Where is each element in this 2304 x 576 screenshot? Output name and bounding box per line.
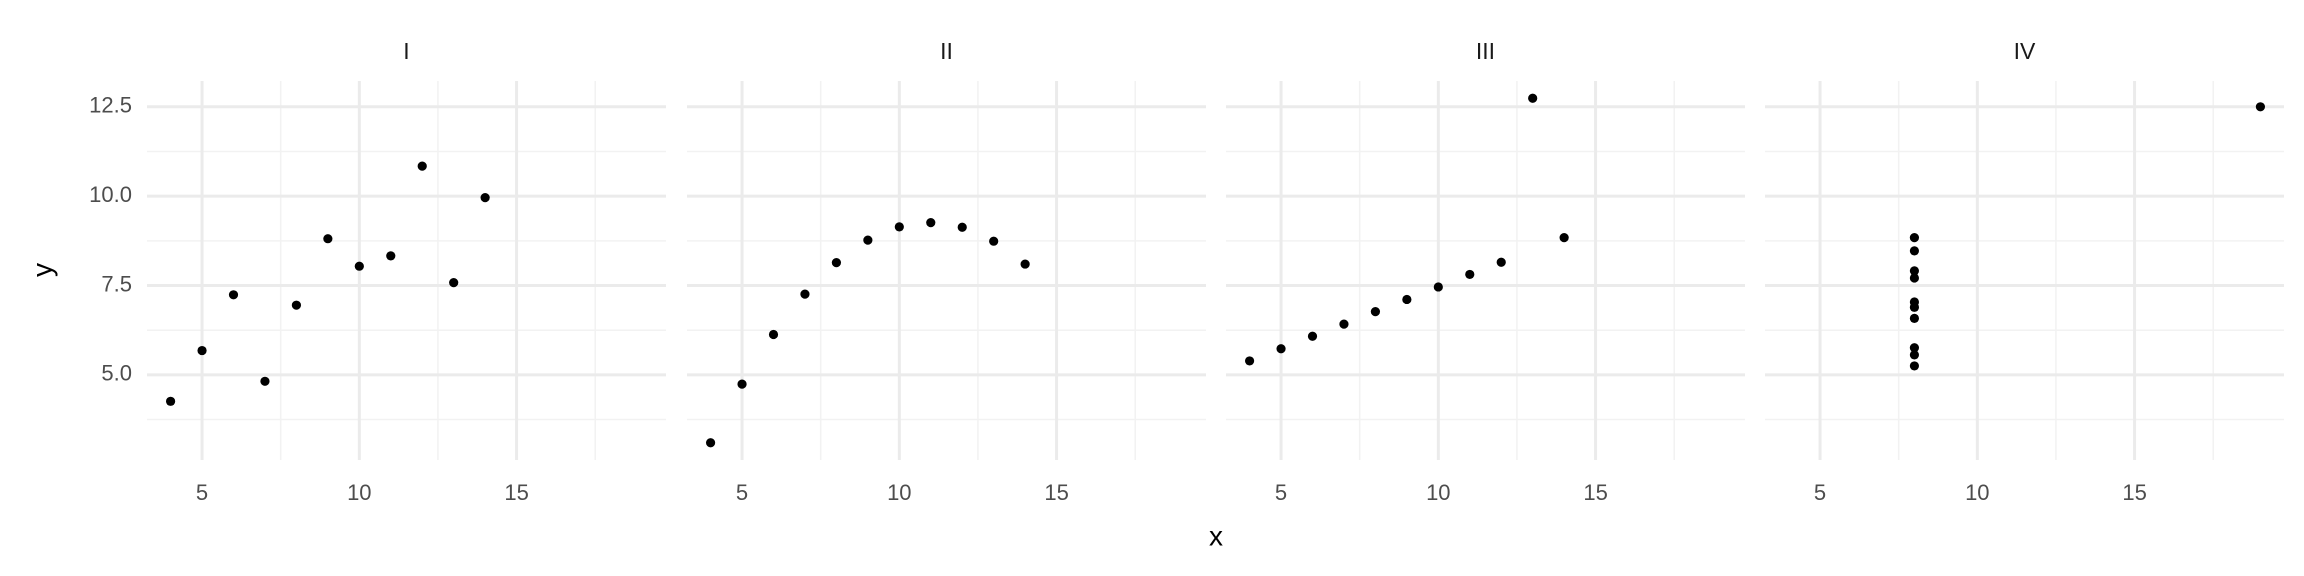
point xyxy=(1402,294,1412,305)
point xyxy=(354,261,364,271)
point xyxy=(1020,259,1030,269)
x-tick-label: 10 xyxy=(887,480,911,505)
x-tick-label: 15 xyxy=(504,480,528,505)
x-tick-label: 5 xyxy=(196,480,208,505)
x-tick-label: 15 xyxy=(1583,480,1607,505)
point xyxy=(449,278,459,288)
point xyxy=(1909,361,1920,371)
point xyxy=(1909,273,1920,283)
point xyxy=(386,251,396,261)
x-tick-label: 5 xyxy=(1275,480,1287,505)
point xyxy=(197,345,207,356)
point xyxy=(737,379,747,389)
point xyxy=(1909,302,1920,312)
point xyxy=(260,376,270,386)
point xyxy=(1339,319,1349,329)
point xyxy=(1559,233,1569,243)
point xyxy=(800,289,810,299)
x-tick-label: 15 xyxy=(1044,480,1068,505)
point xyxy=(1909,246,1920,256)
point xyxy=(1909,350,1920,360)
point xyxy=(165,396,176,406)
point xyxy=(1433,282,1443,292)
facet-title: I xyxy=(403,38,409,64)
point xyxy=(417,161,427,171)
point xyxy=(926,218,936,228)
y-tick-label: 7.5 xyxy=(101,271,132,296)
point xyxy=(1244,356,1255,366)
x-tick-label: 10 xyxy=(1426,480,1450,505)
point xyxy=(1496,257,1506,267)
x-axis-title: x xyxy=(1209,520,1223,551)
point xyxy=(291,300,302,310)
point xyxy=(1909,343,1920,353)
y-tick-label: 12.5 xyxy=(89,93,132,118)
point xyxy=(1465,269,1475,280)
point xyxy=(1276,344,1286,354)
point xyxy=(480,192,490,203)
point xyxy=(228,290,239,300)
x-tick-label: 15 xyxy=(2122,480,2146,505)
point xyxy=(1909,233,1920,243)
point xyxy=(323,234,333,244)
facet-title: IV xyxy=(2014,38,2036,64)
point xyxy=(1370,307,1381,317)
facet-title: II xyxy=(940,38,953,64)
point xyxy=(831,258,842,268)
point xyxy=(957,222,967,232)
point xyxy=(894,222,904,232)
point xyxy=(705,438,716,448)
point xyxy=(1528,93,1538,103)
point xyxy=(768,329,779,340)
y-tick-label: 10.0 xyxy=(89,182,132,207)
y-tick-label: 5.0 xyxy=(101,361,132,386)
facet-title: III xyxy=(1476,38,1495,64)
x-tick-label: 10 xyxy=(1965,480,1989,505)
point xyxy=(863,235,873,245)
point xyxy=(989,236,999,246)
point xyxy=(2255,102,2266,112)
x-tick-label: 5 xyxy=(1814,480,1826,505)
point xyxy=(1307,331,1318,341)
point xyxy=(1909,266,1920,276)
point xyxy=(1909,313,1920,323)
x-tick-label: 10 xyxy=(347,480,371,505)
x-tick-label: 5 xyxy=(736,480,748,505)
y-axis-title: y xyxy=(26,263,57,277)
